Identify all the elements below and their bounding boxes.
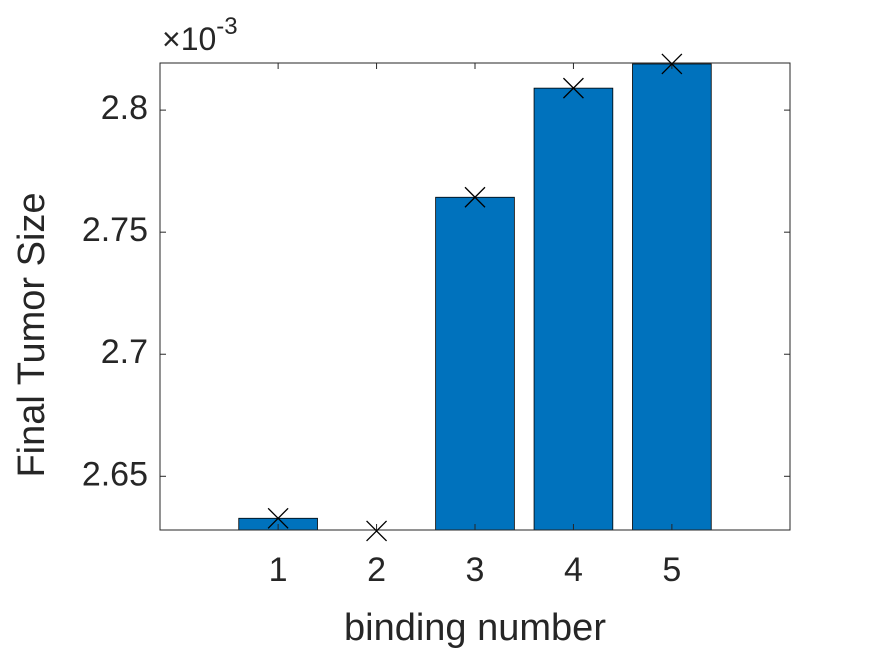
y-multiplier: ×10 — [162, 21, 216, 57]
bar — [632, 63, 712, 530]
y-tick-label: 2.7 — [101, 333, 148, 371]
x-tick-label: 2 — [367, 551, 386, 589]
y-axis-label: Final Tumor Size — [11, 192, 53, 477]
y-tick-label: 2.65 — [82, 455, 148, 493]
x-tick-label: 1 — [269, 551, 288, 589]
x-marker — [562, 77, 584, 99]
x-marker — [366, 520, 388, 542]
y-exponent-label: ×10-3 — [162, 13, 238, 57]
x-marker — [464, 186, 486, 208]
x-tick-label: 5 — [662, 551, 681, 589]
x-tick-label: 4 — [564, 551, 583, 589]
bar — [533, 87, 614, 530]
y-tick-label: 2.75 — [82, 211, 148, 249]
bar — [435, 196, 515, 530]
x-marker — [267, 507, 289, 529]
x-axis-label: binding number — [344, 607, 606, 649]
x-marker — [661, 53, 683, 75]
y-exponent: -3 — [216, 13, 237, 40]
y-tick-label: 2.8 — [101, 89, 148, 127]
x-tick-label: 3 — [466, 551, 485, 589]
